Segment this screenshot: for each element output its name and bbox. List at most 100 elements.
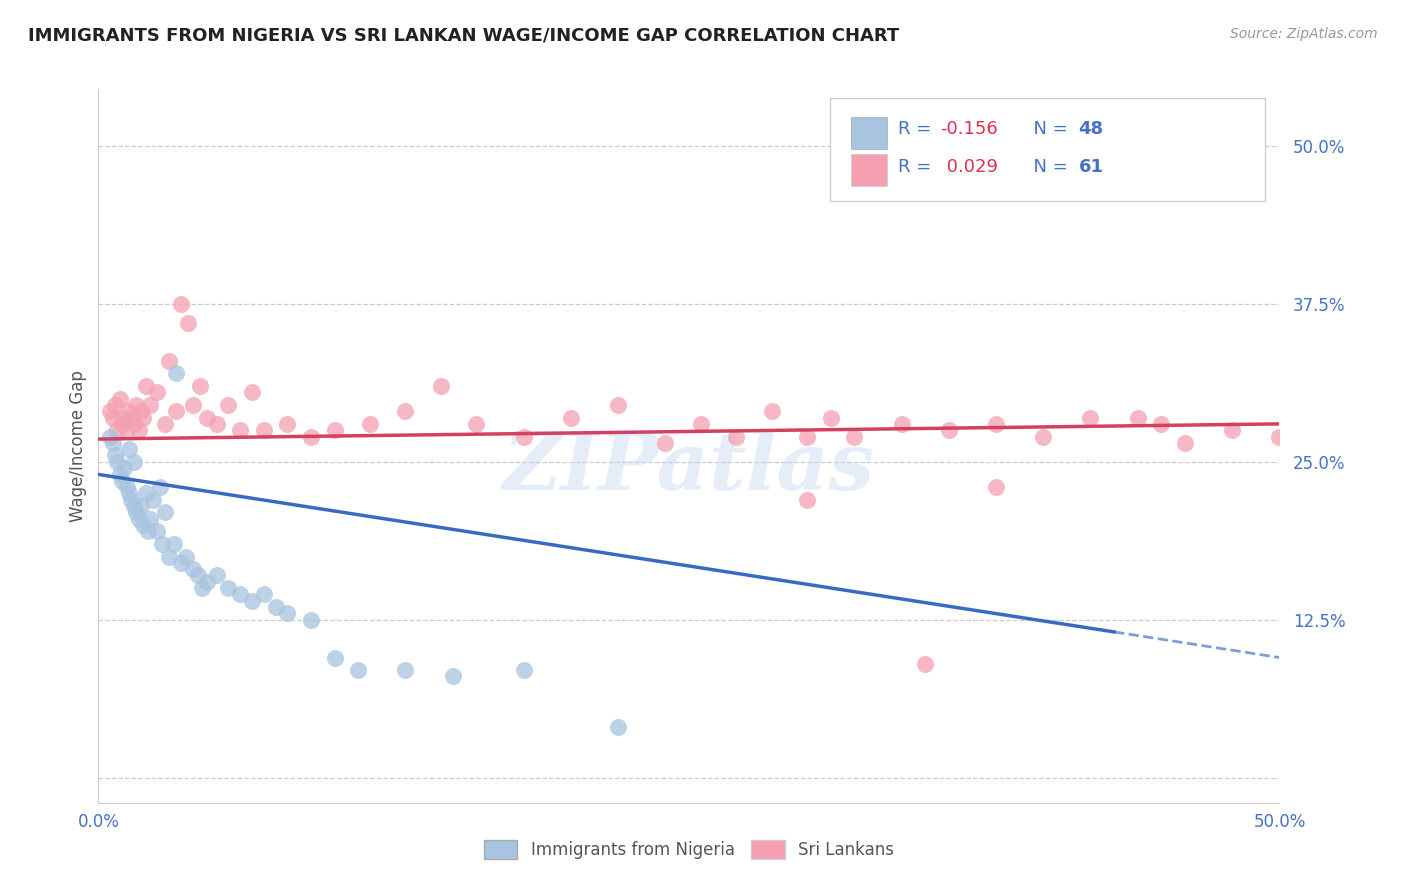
Point [165,404,187,418]
Text: N =: N = [1022,158,1074,176]
Point [761,404,783,418]
Point [108,392,131,406]
Point [104,398,127,412]
Point [512,663,534,677]
Point [108,467,131,482]
Point [170,297,193,311]
Point [170,556,193,570]
Point [188,379,211,393]
Point [129,404,152,418]
Point [146,524,169,539]
Point [112,461,135,475]
Point [157,353,180,368]
Point [1150,417,1173,431]
Point [104,449,127,463]
Point [276,417,298,431]
Point [890,417,912,431]
Point [101,435,124,450]
Point [240,385,263,400]
Point [105,423,128,437]
Point [135,379,157,393]
Point [253,423,276,437]
Point [98,404,121,418]
Point [229,423,252,437]
Point [323,650,346,665]
Legend: Immigrants from Nigeria, Sri Lankans: Immigrants from Nigeria, Sri Lankans [477,833,901,866]
Y-axis label: Wage/Income Gap: Wage/Income Gap [69,370,87,522]
Point [136,524,159,539]
Point [1032,429,1054,443]
Point [153,417,176,431]
Point [253,587,276,601]
Point [984,480,1007,494]
Point [139,398,162,412]
Point [1268,429,1291,443]
Point [149,480,172,494]
Point [150,537,173,551]
Point [264,600,287,615]
Point [115,480,138,494]
Point [299,429,322,443]
Point [240,593,263,607]
Point [725,429,748,443]
Point [938,423,960,437]
Point [181,562,204,576]
Text: ZIPatlas: ZIPatlas [503,429,875,506]
Point [135,486,157,500]
Point [129,499,152,513]
Point [139,511,162,525]
Point [128,511,150,525]
Point [796,492,818,507]
Point [299,613,322,627]
Point [820,410,842,425]
Point [195,410,218,425]
Point [118,486,141,500]
Point [323,423,346,437]
Point [229,587,252,601]
Point [205,417,228,431]
Point [560,410,582,425]
Point [1220,423,1243,437]
Point [132,410,155,425]
Point [181,398,204,412]
Point [132,517,155,532]
Point [394,663,416,677]
Text: R =: R = [898,120,938,138]
Text: N =: N = [1022,120,1074,138]
Point [512,429,534,443]
Point [796,429,818,443]
Text: -0.156: -0.156 [941,120,998,138]
Point [98,429,121,443]
Point [118,442,141,457]
Text: R =: R = [898,158,938,176]
Point [125,505,148,519]
Text: IMMIGRANTS FROM NIGERIA VS SRI LANKAN WAGE/INCOME GAP CORRELATION CHART: IMMIGRANTS FROM NIGERIA VS SRI LANKAN WA… [28,27,900,45]
Text: 0.029: 0.029 [941,158,998,176]
Point [1080,410,1102,425]
Point [217,581,239,595]
Point [122,499,145,513]
Point [128,423,150,437]
Point [115,423,138,437]
Point [984,417,1007,431]
Text: 48: 48 [1078,120,1104,138]
Point [607,720,630,734]
Point [153,505,176,519]
Point [1174,435,1197,450]
Point [122,417,145,431]
Text: Source: ZipAtlas.com: Source: ZipAtlas.com [1230,27,1378,41]
Point [217,398,239,412]
Point [177,316,200,330]
Point [165,367,187,381]
Point [142,492,165,507]
Point [195,574,218,589]
Point [101,410,124,425]
Point [394,404,416,418]
Text: 61: 61 [1078,158,1104,176]
Point [105,455,128,469]
Point [914,657,936,671]
Point [121,410,143,425]
Point [441,669,464,683]
Point [607,398,630,412]
Point [111,474,134,488]
